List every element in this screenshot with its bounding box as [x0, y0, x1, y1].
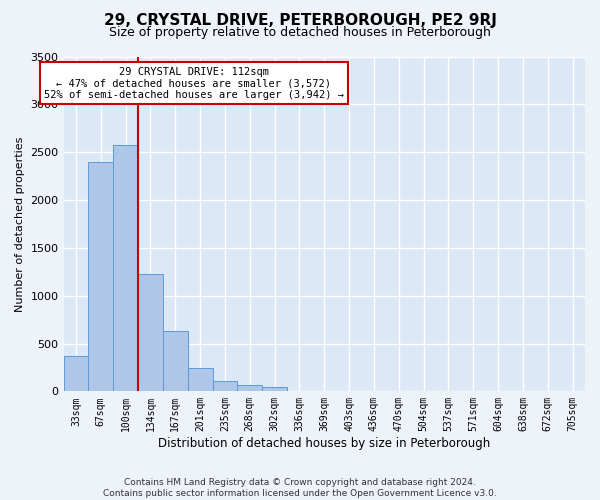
Text: Contains HM Land Registry data © Crown copyright and database right 2024.
Contai: Contains HM Land Registry data © Crown c… — [103, 478, 497, 498]
Bar — [113, 144, 138, 392]
Bar — [64, 356, 88, 392]
Bar — [188, 368, 212, 392]
Bar — [88, 162, 113, 392]
Y-axis label: Number of detached properties: Number of detached properties — [15, 136, 25, 312]
Bar — [138, 274, 163, 392]
Bar — [238, 384, 262, 392]
Bar — [163, 331, 188, 392]
Text: Size of property relative to detached houses in Peterborough: Size of property relative to detached ho… — [109, 26, 491, 39]
Text: 29 CRYSTAL DRIVE: 112sqm
← 47% of detached houses are smaller (3,572)
52% of sem: 29 CRYSTAL DRIVE: 112sqm ← 47% of detach… — [44, 66, 344, 100]
Bar — [262, 386, 287, 392]
Bar — [212, 381, 238, 392]
Text: 29, CRYSTAL DRIVE, PETERBOROUGH, PE2 9RJ: 29, CRYSTAL DRIVE, PETERBOROUGH, PE2 9RJ — [104, 12, 496, 28]
X-axis label: Distribution of detached houses by size in Peterborough: Distribution of detached houses by size … — [158, 437, 490, 450]
